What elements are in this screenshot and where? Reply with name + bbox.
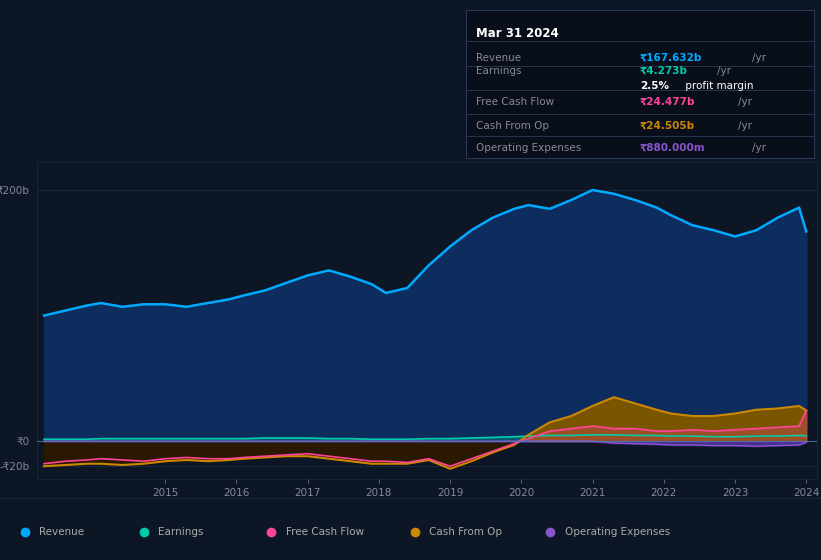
Text: Revenue: Revenue <box>476 53 521 63</box>
Text: ₹24.477b: ₹24.477b <box>640 97 695 107</box>
Text: ₹880.000m: ₹880.000m <box>640 143 705 153</box>
Text: ₹24.505b: ₹24.505b <box>640 121 695 131</box>
Text: Operating Expenses: Operating Expenses <box>476 143 581 153</box>
Text: /yr: /yr <box>738 97 752 107</box>
Text: Earnings: Earnings <box>158 527 204 537</box>
Text: profit margin: profit margin <box>681 81 754 91</box>
Text: ₹4.273b: ₹4.273b <box>640 66 688 76</box>
Text: Free Cash Flow: Free Cash Flow <box>476 97 554 107</box>
Text: /yr: /yr <box>738 121 752 131</box>
Text: Mar 31 2024: Mar 31 2024 <box>476 27 559 40</box>
Text: Cash From Op: Cash From Op <box>429 527 502 537</box>
Text: Revenue: Revenue <box>39 527 85 537</box>
Text: /yr: /yr <box>717 66 731 76</box>
Text: Free Cash Flow: Free Cash Flow <box>286 527 364 537</box>
Text: 2.5%: 2.5% <box>640 81 669 91</box>
Text: ₹167.632b: ₹167.632b <box>640 53 702 63</box>
Text: Earnings: Earnings <box>476 66 521 76</box>
Text: /yr: /yr <box>752 53 766 63</box>
Text: /yr: /yr <box>752 143 766 153</box>
Text: Operating Expenses: Operating Expenses <box>565 527 670 537</box>
Text: Cash From Op: Cash From Op <box>476 121 549 131</box>
